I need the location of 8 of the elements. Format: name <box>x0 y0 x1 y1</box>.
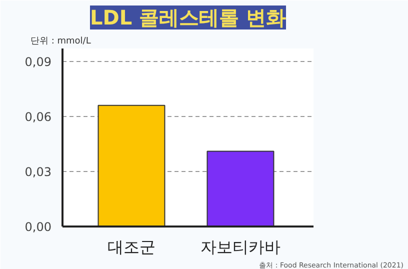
x-tick-label: 대조군 <box>107 238 156 256</box>
chart-title: LDL 콜레스테롤 변화 <box>90 6 286 30</box>
y-tick-label: 0,09 <box>24 54 52 69</box>
y-tick-label: 0,06 <box>24 110 52 124</box>
y-tick-label: 0,03 <box>24 164 52 179</box>
x-tick-label: 자보티카바 <box>200 238 280 256</box>
y-axis-title: 단위 : mmol/L <box>30 36 91 46</box>
y-tick-label: 0,00 <box>24 220 52 234</box>
